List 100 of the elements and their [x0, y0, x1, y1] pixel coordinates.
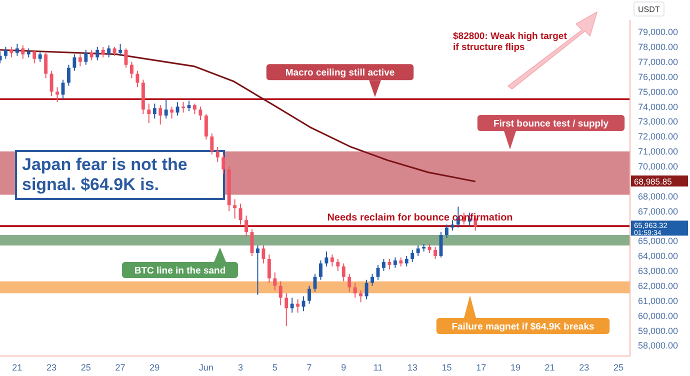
y-axis-title: USDT — [638, 5, 660, 14]
candlestick — [342, 262, 346, 282]
y-tick-label: 59,000.00 — [638, 326, 678, 336]
candlestick — [50, 70, 54, 97]
y-tick-label: 63,000.00 — [638, 266, 678, 276]
candlestick — [284, 292, 288, 327]
candlestick — [10, 46, 14, 58]
candlestick — [450, 220, 454, 232]
y-tick-label: 58,000.00 — [638, 340, 678, 351]
callout: Failure magnet if $64.9K breaks — [436, 295, 610, 334]
y-tick-label: 62,000.00 — [638, 281, 678, 292]
candlestick — [32, 49, 36, 64]
candlestick — [445, 224, 448, 239]
candlestick — [136, 70, 140, 88]
y-tick-label: 79,000.00 — [638, 27, 678, 38]
y-tick-label: 72,000.00 — [638, 132, 678, 142]
x-tick-label: 23 — [579, 362, 590, 372]
candlestick — [72, 54, 76, 72]
callout: First bounce test / supply — [477, 115, 625, 150]
x-tick-label: 29 — [150, 362, 160, 372]
candlestick — [198, 106, 202, 121]
candlestick — [158, 104, 162, 126]
candlestick — [290, 297, 294, 314]
candlestick — [244, 215, 248, 238]
candlestick — [78, 54, 82, 67]
candlestick — [15, 43, 19, 56]
candlestick — [21, 44, 25, 60]
x-tick-label: 5 — [272, 362, 278, 372]
candlestick — [267, 254, 271, 284]
ref-line-label: Macro ceiling still active — [285, 68, 395, 79]
candlestick — [67, 64, 70, 86]
x-tick-label: 25 — [80, 362, 91, 372]
y-tick-label: 71,000.00 — [638, 146, 678, 157]
candlestick — [336, 258, 340, 272]
y-tick-label: 64,000.00 — [638, 251, 678, 262]
candlestick — [434, 246, 437, 260]
candlestick — [353, 282, 357, 298]
candlestick — [101, 46, 105, 58]
candlestick — [404, 255, 408, 267]
y-tick-label: 61,000.00 — [638, 296, 678, 306]
candlestick — [210, 132, 214, 155]
x-tick-label: 21 — [544, 362, 555, 372]
candlestick — [319, 260, 322, 280]
candlestick — [238, 203, 242, 226]
y-tick-label: 67,000.00 — [638, 206, 678, 216]
x-tick-label: 17 — [476, 362, 486, 372]
candlestick — [359, 290, 363, 303]
candlestick — [96, 46, 100, 61]
candlestick — [348, 273, 352, 292]
y-tick-label: 76,000.00 — [638, 72, 678, 82]
x-tick-label: 27 — [115, 362, 126, 372]
x-tick-label: Jun — [198, 362, 214, 372]
y-tick-label: 68,000.00 — [638, 191, 678, 202]
y-tick-label: 78,000.00 — [638, 42, 678, 52]
y-tick-label: 77,000.00 — [638, 57, 678, 68]
candlestick — [38, 50, 42, 62]
candlestick — [410, 249, 414, 262]
candlestick — [278, 280, 282, 306]
candlestick — [330, 254, 334, 267]
callout: Macro ceiling still active — [266, 64, 414, 98]
candlestick — [84, 49, 88, 66]
x-tick-label: 13 — [407, 362, 418, 372]
callout: BTC line in the sand — [122, 248, 238, 278]
band-label: BTC line in the sand — [134, 266, 226, 276]
annotation: $82800: Weak high target if structure flips — [453, 31, 568, 53]
x-tick-label: 25 — [614, 362, 624, 372]
x-tick-label: 9 — [341, 362, 346, 372]
candlestick — [90, 49, 94, 61]
candlestick — [130, 61, 134, 79]
candlestick — [388, 258, 392, 270]
candlestick — [416, 244, 420, 256]
candlestick — [193, 103, 196, 115]
x-tick-label: 19 — [510, 362, 520, 372]
candlestick — [204, 114, 208, 140]
x-tick-label: 7 — [306, 362, 312, 372]
x-tick-label: 11 — [373, 362, 383, 372]
candlestick — [296, 298, 300, 314]
candlestick — [176, 102, 180, 116]
candlestick — [164, 98, 168, 120]
band-label: First bounce test / supply — [493, 118, 610, 130]
candlestick — [107, 44, 111, 58]
candlestick — [233, 198, 237, 220]
candlestick — [324, 250, 328, 267]
candlestick — [393, 256, 397, 268]
band-label: Failure magnet if $64.9K breaks — [452, 322, 594, 332]
candlestick — [256, 244, 260, 296]
candlestick — [182, 102, 185, 114]
candlestick — [370, 273, 374, 286]
annotation: Japan fear is not the signal. $64.9K is. — [15, 150, 225, 200]
candlestick — [4, 46, 8, 60]
y-tick-label: 73,000.00 — [638, 116, 678, 127]
x-tick-label: 23 — [46, 362, 57, 372]
x-tick-label: 21 — [12, 362, 22, 372]
y-tick-label: 74,000.00 — [638, 102, 678, 112]
y-tick-label: 60,000.00 — [638, 310, 678, 321]
candlestick — [118, 43, 122, 56]
candlestick — [308, 285, 311, 304]
candlestick — [382, 258, 386, 272]
candlestick — [56, 86, 59, 103]
candlestick — [147, 103, 151, 124]
